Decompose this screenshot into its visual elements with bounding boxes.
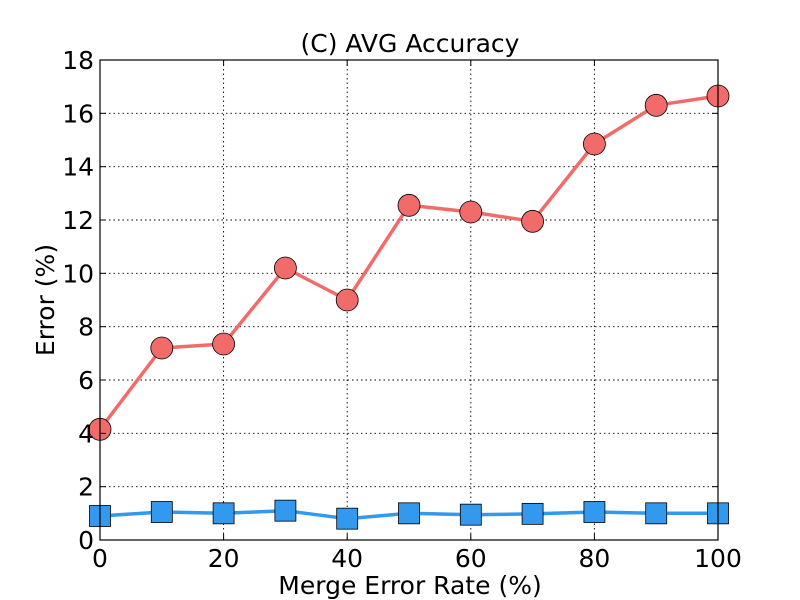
data-point (212, 332, 236, 356)
data-point (459, 200, 483, 224)
y-tick-label: 8 (78, 313, 94, 342)
series-layer (88, 84, 730, 530)
series-2 (89, 499, 729, 530)
data-point (397, 193, 421, 217)
data-point (645, 502, 668, 525)
y-tick-label: 14 (62, 153, 94, 182)
data-point (150, 501, 173, 523)
x-tick-label: 40 (331, 544, 363, 573)
x-tick-label: 100 (694, 544, 742, 573)
data-point (521, 209, 544, 233)
data-point (583, 501, 606, 523)
data-point (644, 93, 668, 117)
grid (100, 60, 718, 540)
data-point (583, 132, 606, 156)
y-tick-label: 18 (62, 46, 94, 75)
y-axis-title: Error (%) (31, 244, 60, 356)
data-point (521, 502, 544, 525)
y-tick-label: 4 (78, 419, 94, 448)
y-tick-label: 0 (78, 526, 94, 555)
data-point (150, 336, 174, 360)
plot-frame (99, 59, 719, 541)
x-tick-label: 0 (92, 544, 108, 573)
data-point (459, 503, 482, 526)
series-line (98, 94, 719, 431)
x-tick-label: 80 (578, 544, 610, 573)
y-tick-label: 10 (62, 259, 94, 288)
data-point (274, 499, 297, 522)
x-tick-label: 60 (455, 544, 487, 573)
data-point (336, 507, 359, 530)
y-tick-label: 2 (78, 473, 94, 502)
data-point (335, 288, 359, 312)
chart-title: (C) AVG Accuracy (301, 29, 520, 58)
data-point (212, 502, 235, 525)
x-tick-label: 20 (208, 544, 240, 573)
tick-marks (99, 59, 719, 541)
y-tick-label: 12 (62, 206, 94, 235)
data-point (273, 256, 297, 280)
tick-labels: 0 20 40 60 80 100 0 2 4 6 8 10 12 14 16 18 (62, 46, 742, 573)
x-axis-title: Merge Error Rate (%) (278, 571, 541, 600)
data-point (398, 502, 420, 525)
series-1 (88, 84, 730, 441)
y-tick-label: 6 (78, 366, 94, 395)
y-tick-label: 16 (62, 99, 94, 128)
